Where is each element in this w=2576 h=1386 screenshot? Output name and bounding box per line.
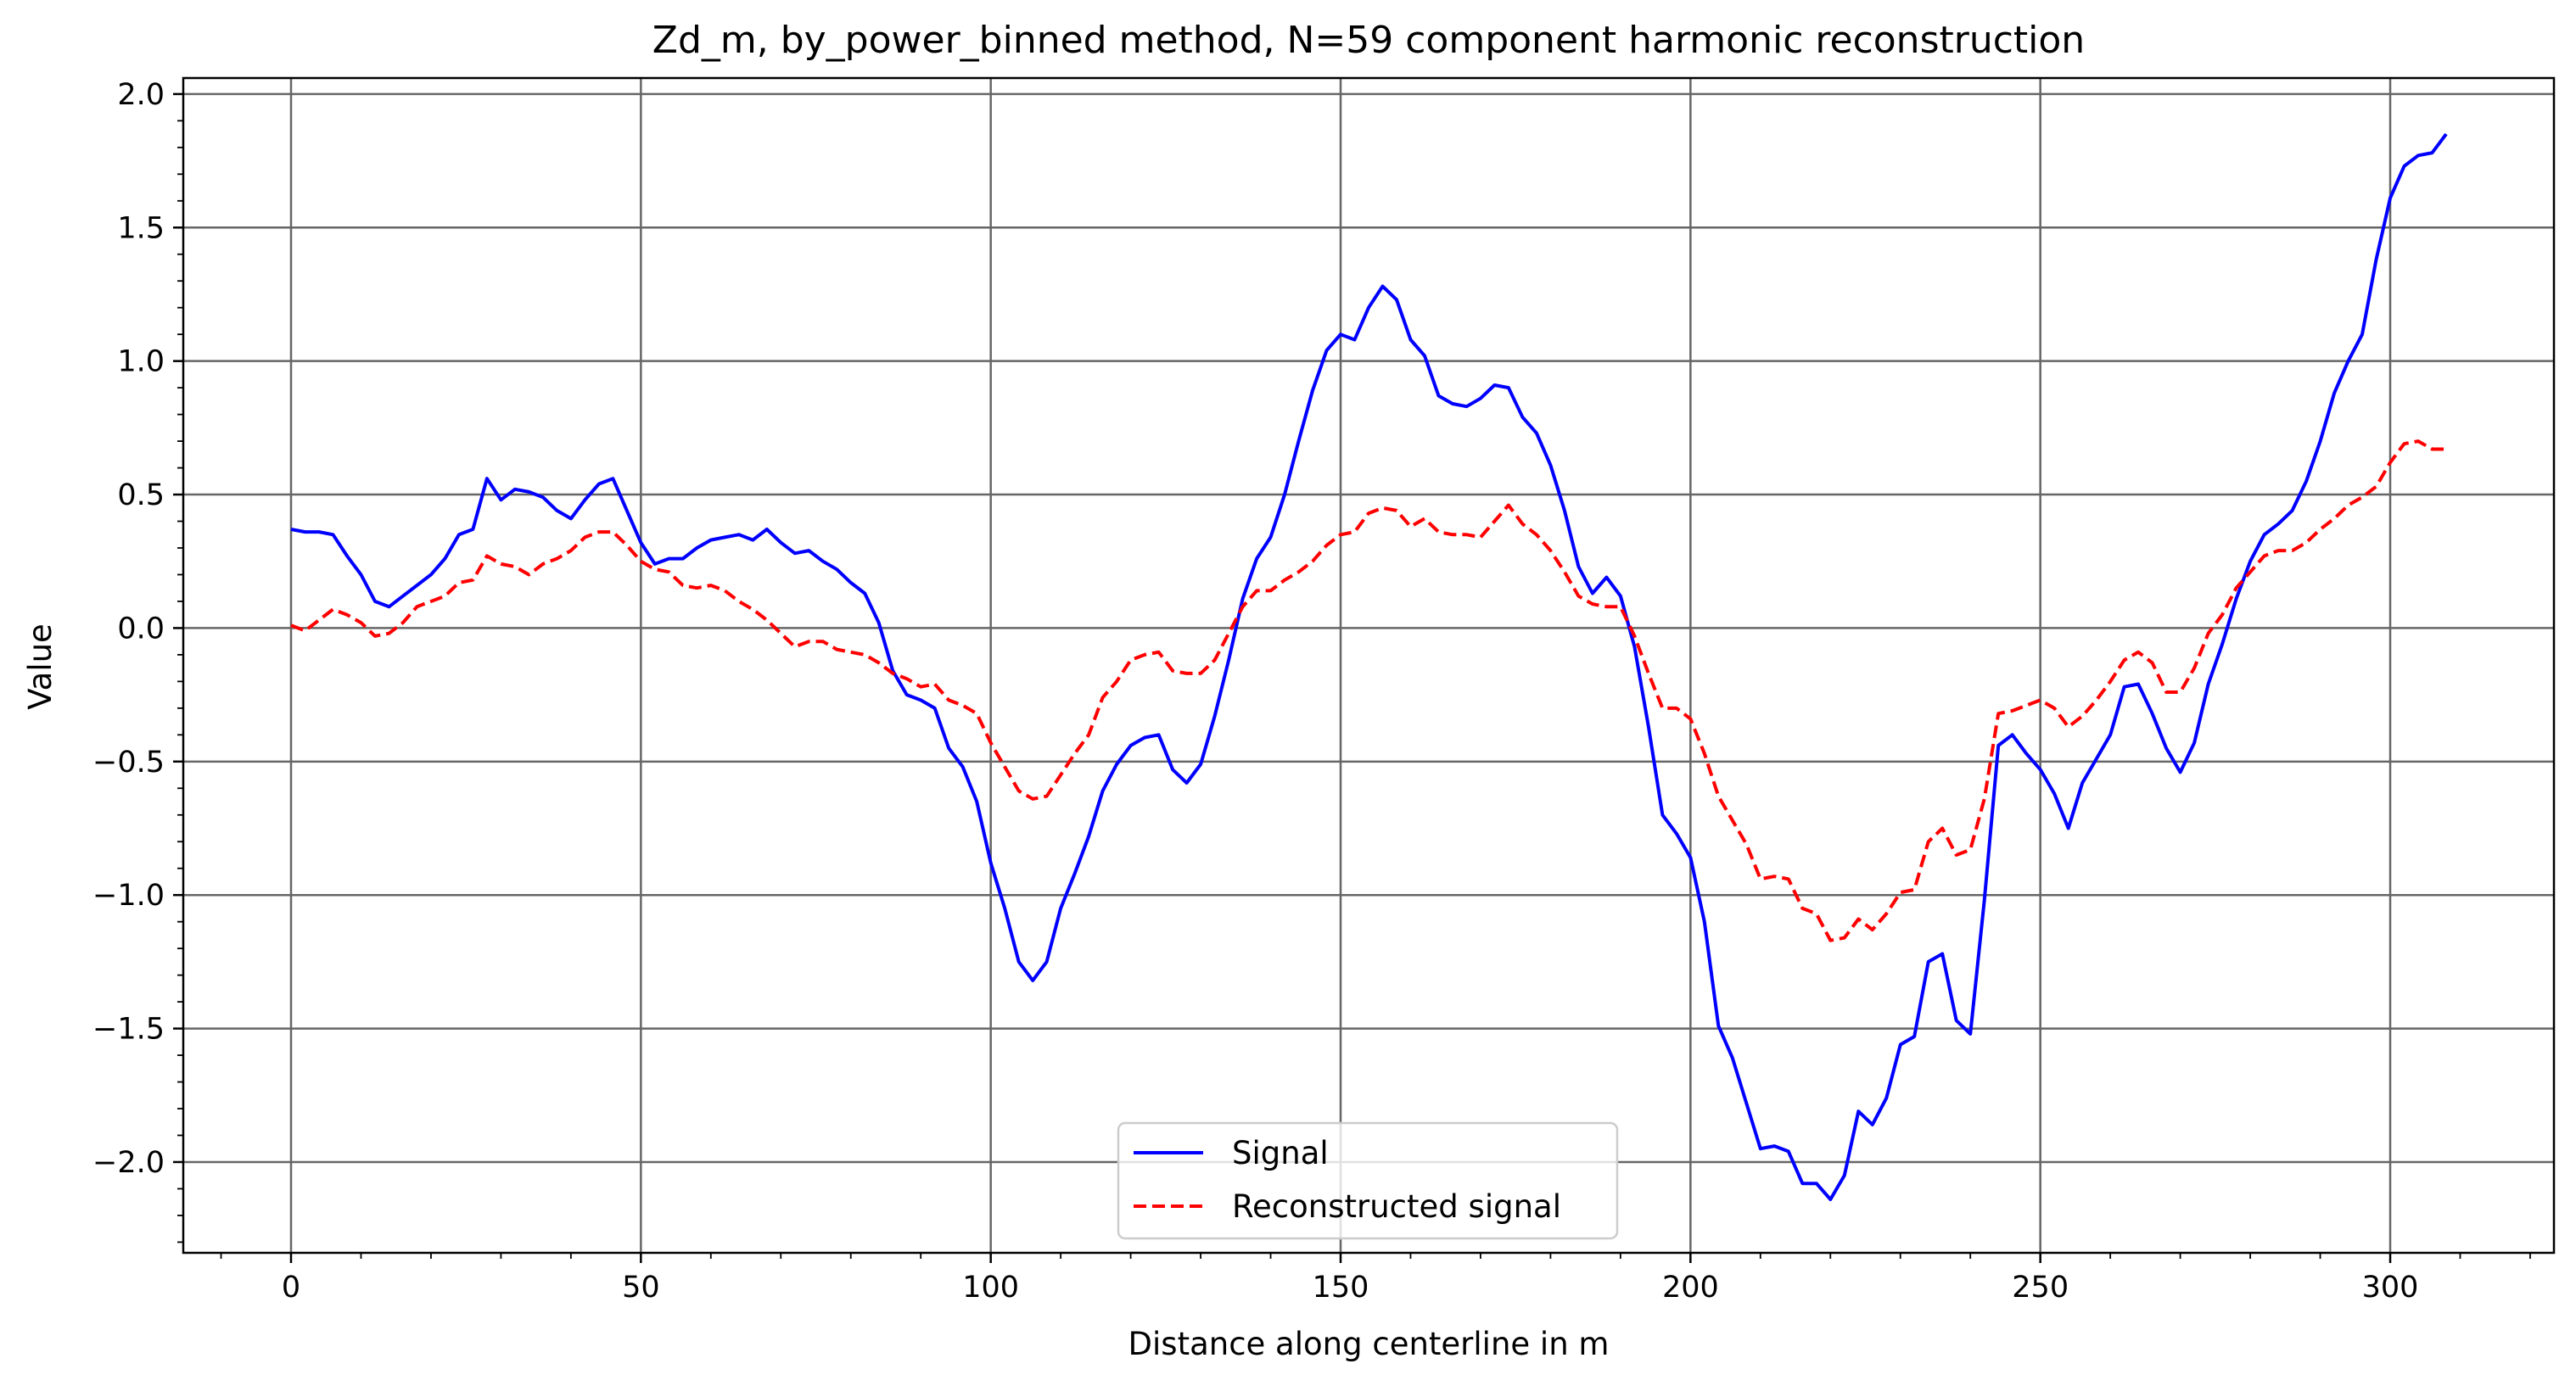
x-tick-label: 150: [1313, 1271, 1369, 1305]
x-tick-labels: 0 50 100 150 200 250 300: [282, 1271, 2419, 1305]
y-tick-label: −2.0: [92, 1146, 165, 1180]
chart-title: Zd_m, by_power_binned method, N=59 compo…: [652, 19, 2085, 62]
series-line-signal: [290, 132, 2448, 1201]
y-tick-label: 2.0: [117, 78, 165, 112]
plot-frame: [182, 76, 2556, 1255]
legend: Signal Reconstructed signal: [1117, 1121, 1619, 1240]
y-tick-labels: −2.0 −1.5 −1.0 −0.5 0.0 0.5 1.0 1.5 2.0: [92, 78, 165, 1180]
series-line-reconstructed: [290, 439, 2446, 942]
y-tick-label: 0.5: [117, 478, 165, 512]
y-tick-label: 1.5: [117, 211, 165, 245]
x-tick-label: 300: [2362, 1271, 2419, 1305]
x-axis-label: Distance along centerline in m: [1128, 1326, 1610, 1362]
x-tick-label: 50: [622, 1271, 660, 1305]
y-tick-label: −1.0: [92, 879, 165, 913]
y-tick-label: 1.0: [117, 345, 165, 379]
legend-box: [1117, 1121, 1619, 1240]
major-tick-marks: [173, 92, 2392, 1263]
y-tick-label: 0.0: [117, 612, 165, 645]
y-tick-label: −0.5: [92, 746, 165, 780]
legend-label-signal: Signal: [1232, 1135, 1329, 1171]
x-tick-label: 200: [1662, 1271, 1719, 1305]
y-tick-label: −1.5: [92, 1013, 165, 1047]
x-tick-label: 250: [2012, 1271, 2069, 1305]
x-tick-label: 0: [282, 1271, 300, 1305]
grid-lines: [183, 78, 2554, 1253]
y-axis-label: Value: [22, 623, 59, 710]
series-layer: [290, 132, 2448, 1201]
legend-label-reconstructed: Reconstructed signal: [1232, 1188, 1561, 1225]
x-tick-label: 100: [962, 1271, 1019, 1305]
